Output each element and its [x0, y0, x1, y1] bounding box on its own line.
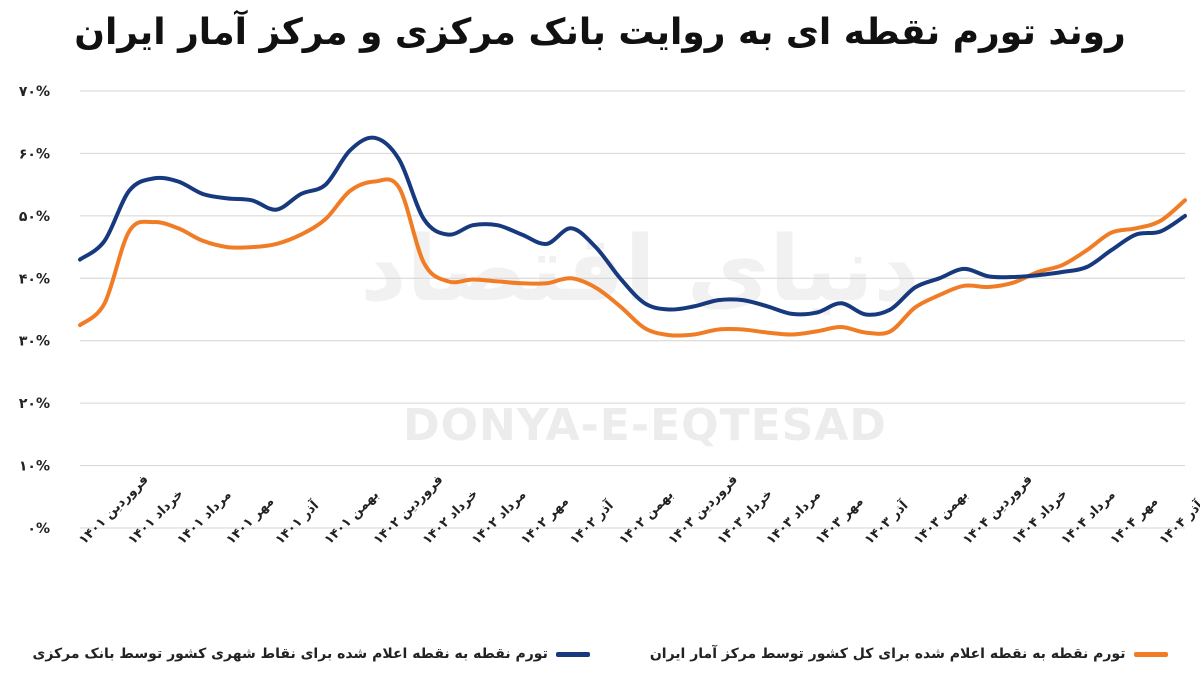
y-tick-label: ۰%: [27, 521, 50, 537]
legend-swatch-cbi: [555, 651, 590, 657]
y-tick-label: ۱۰%: [19, 459, 50, 475]
y-tick-label: ۴۰%: [19, 271, 50, 287]
y-tick-label: ۳۰%: [19, 334, 50, 350]
watermark: دنیای اقتصاد DONYA-E-EQTESAD: [360, 217, 920, 451]
x-tick-label: مهر ۱۴۰۴: [1108, 494, 1162, 548]
legend-swatch-sci: [1133, 651, 1168, 657]
y-tick-label: ۲۰%: [19, 396, 50, 412]
x-tick-label: آذر ۱۴۰۱: [271, 497, 322, 548]
series-line-cbi: [78, 135, 1187, 317]
x-tick-label: آذر ۱۴۰۴: [1155, 497, 1200, 548]
y-tick-label: ۶۰%: [19, 146, 50, 162]
y-tick-label: ۷۰%: [19, 84, 50, 100]
watermark-latin: DONYA-E-EQTESAD: [403, 400, 887, 451]
x-tick-label: آذر ۱۴۰۲: [566, 497, 617, 548]
legend-item-sci: تورم نقطه به نقطه اعلام شده برای کل کشور…: [650, 646, 1168, 662]
y-axis: ۰% ۱۰% ۲۰% ۳۰% ۴۰% ۵۰% ۶۰% ۷۰%: [19, 84, 50, 537]
series-line-sci: [78, 177, 1187, 338]
legend-label-sci: تورم نقطه به نقطه اعلام شده برای کل کشور…: [649, 646, 1126, 662]
legend-label-cbi: تورم نقطه به نقطه اعلام شده برای نقاط شه…: [32, 646, 548, 662]
legend: تورم نقطه به نقطه اعلام شده برای کل کشور…: [0, 646, 1200, 662]
x-tick-label: مهر ۱۴۰۱: [224, 494, 278, 548]
y-tick-label: ۵۰%: [19, 209, 50, 225]
legend-item-cbi: تورم نقطه به نقطه اعلام شده برای نقاط شه…: [33, 646, 590, 662]
x-tick-label: مهر ۱۴۰۲: [518, 494, 572, 548]
chart-title: روند تورم نقطه ای به روایت بانک مرکزی و …: [74, 12, 1126, 53]
x-tick-label: مهر ۱۴۰۳: [813, 494, 867, 548]
grid-lines: [80, 90, 1185, 529]
x-tick-label: آذر ۱۴۰۳: [861, 497, 912, 548]
series-layer: [78, 135, 1187, 338]
